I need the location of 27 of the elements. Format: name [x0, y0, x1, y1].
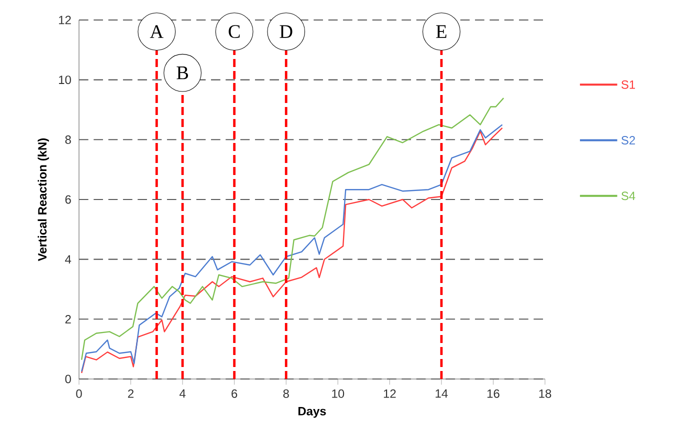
y-tick-label: 12 [59, 16, 71, 24]
x-tick-label: 6 [232, 389, 238, 398]
text: S4 [621, 192, 636, 200]
x-tick-label: 14 [436, 389, 448, 398]
x-tick-label: 0 [76, 389, 82, 398]
x-tick-label: 2 [128, 389, 134, 398]
y-tick-label: 2 [65, 314, 71, 324]
x-tick-label: 10 [332, 389, 344, 398]
ref-line-label: D [280, 25, 292, 38]
ref-line-label: C [228, 25, 240, 38]
text: S2 [621, 136, 635, 145]
y-tick-label: 8 [65, 135, 71, 144]
y-tick-label: 10 [59, 76, 71, 84]
y-tick-label: 0 [65, 374, 71, 384]
y-tick-label: 6 [65, 195, 71, 204]
x-tick-label: 12 [384, 389, 396, 398]
x-tick-label: 16 [487, 389, 500, 398]
x-tick-label: 4 [179, 389, 186, 398]
ref-line-label: E [436, 25, 446, 38]
ref-line-label: B [176, 66, 188, 80]
x-tick-label: 8 [283, 389, 289, 398]
y-tick-label: 4 [65, 255, 72, 264]
y-axis-title: Vertical Reaction (kN) [38, 138, 49, 262]
x-axis-title: Days [298, 407, 326, 418]
text: S1 [621, 80, 635, 89]
x-tick-label: 18 [539, 389, 552, 398]
ref-line-label: A [150, 25, 164, 38]
